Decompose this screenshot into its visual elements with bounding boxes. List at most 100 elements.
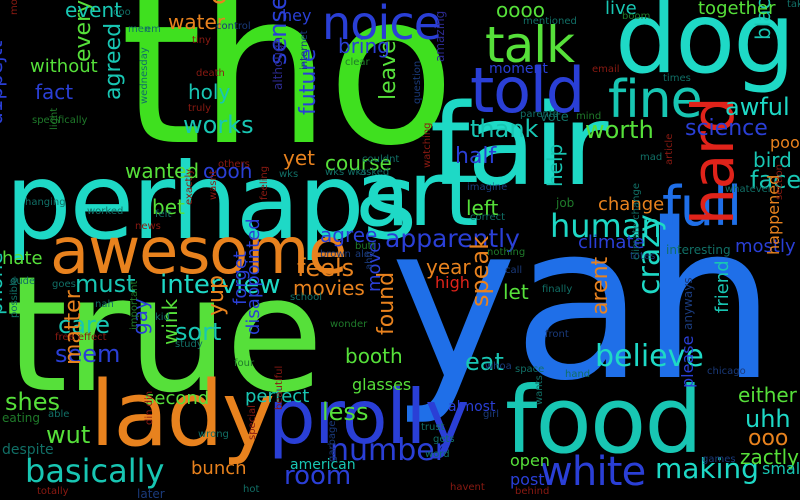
cloud-word-perhaps: perhaps <box>5 141 417 263</box>
cloud-word-garbage: garbage <box>327 420 338 462</box>
cloud-word-section: section <box>774 163 785 200</box>
cloud-word-eating: eating <box>2 411 40 425</box>
cloud-word-em: em <box>145 24 161 35</box>
cloud-word-either: either <box>738 383 797 407</box>
cloud-word-almost: almost <box>448 399 496 415</box>
cloud-word-moment: moment <box>489 61 548 77</box>
cloud-word-mad: mad <box>640 152 663 163</box>
cloud-word-word: word <box>425 449 450 460</box>
cloud-word-oooo: oooo <box>496 0 545 22</box>
cloud-word-totes: totes <box>630 251 656 262</box>
cloud-word-wrong: wrong <box>198 429 229 440</box>
cloud-word-truly: truly <box>188 103 212 114</box>
cloud-word-space: space <box>515 364 545 375</box>
cloud-word-whoa: whoa <box>485 361 512 372</box>
cloud-word-important: important <box>129 280 140 330</box>
cloud-word-hey: hey <box>282 6 312 25</box>
cloud-word-noice: noice <box>322 0 442 50</box>
cloud-word-anyways: anyways <box>681 277 695 330</box>
cloud-word-let: let <box>503 280 529 304</box>
cloud-word-fact: fact <box>35 80 74 104</box>
cloud-word-uhh: uhh <box>745 405 791 433</box>
cloud-word-goes: goes <box>52 279 76 290</box>
cloud-word-asked: asked <box>360 167 390 178</box>
cloud-word-boom: boom <box>622 11 651 22</box>
cloud-word-together: together <box>698 0 776 19</box>
cloud-word-dude: dude <box>10 276 36 287</box>
cloud-word-must: must <box>75 270 136 298</box>
cloud-word-agree: agree <box>320 223 378 247</box>
cloud-word-question: question <box>412 60 423 104</box>
cloud-word-left: left <box>466 196 499 220</box>
cloud-word-dog: dog <box>615 0 795 96</box>
cloud-word-u1ppejtt: u1ppejtt <box>0 40 7 125</box>
cloud-word-butt: butt <box>355 241 376 252</box>
cloud-word-basically: basically <box>25 452 165 490</box>
cloud-word-hate: hate <box>2 248 43 269</box>
cloud-word-tho: tho <box>120 0 456 192</box>
cloud-word-interesting: interesting <box>666 243 731 257</box>
cloud-word-beautiful: beautiful <box>274 365 285 410</box>
cloud-word-year: year <box>426 255 471 279</box>
cloud-word-small: small <box>762 459 800 478</box>
cloud-word-finally: finally <box>542 284 573 295</box>
cloud-word-art: art <box>355 142 479 247</box>
cloud-word-job: job <box>556 196 575 210</box>
cloud-word-hot: hot <box>243 484 260 495</box>
cloud-word-wonder: wonder <box>330 319 368 330</box>
cloud-word-second: second <box>145 388 210 409</box>
cloud-word-watching: watching <box>422 122 433 168</box>
cloud-word-care: care <box>58 311 111 339</box>
cloud-word-post: post <box>510 470 545 489</box>
cloud-word-bet: bet <box>152 195 185 219</box>
cloud-word-games: games <box>702 454 736 465</box>
cloud-word-internet: internet <box>299 30 310 70</box>
cloud-word-ahh: ahh <box>364 251 375 270</box>
cloud-word-possible: possible <box>9 277 20 318</box>
cloud-word-behind: behind <box>515 486 550 497</box>
cloud-word-front: front <box>545 329 569 340</box>
cloud-word-seem: seem <box>55 340 121 368</box>
cloud-word-money: money <box>9 0 20 15</box>
cloud-word-chicago: chicago <box>707 366 746 377</box>
cloud-word-taking: taking <box>787 0 800 10</box>
cloud-word-making: making <box>655 452 759 485</box>
cloud-word-lady: lady <box>90 362 275 467</box>
cloud-word-open: open <box>510 451 550 470</box>
cloud-word-vote: vote <box>540 110 569 125</box>
cloud-word-kid: kid <box>155 312 170 323</box>
cloud-word-despite: despite <box>2 442 54 458</box>
cloud-word-course: course <box>325 151 392 175</box>
cloud-word-awesome: awesome <box>50 215 347 289</box>
cloud-word-whatever: whatever <box>725 184 772 195</box>
cloud-word-fine: fine <box>608 70 703 130</box>
cloud-word-imagine: imagine <box>467 182 508 193</box>
cloud-word-wks-wks: wks wks <box>325 167 367 178</box>
cloud-word-worked: worked <box>87 206 124 217</box>
cloud-word-couldnt: couldnt <box>362 154 400 165</box>
cloud-word-booth: booth <box>345 344 403 368</box>
cloud-word-number: number <box>330 433 448 468</box>
cloud-word-exactly: exactly <box>184 168 195 205</box>
cloud-word-half: half <box>455 144 497 169</box>
cloud-word-wants: wants <box>534 375 545 405</box>
cloud-word-change: change <box>598 194 665 215</box>
cloud-word-human: human <box>550 207 662 245</box>
cloud-word-men: men <box>128 24 151 35</box>
cloud-word-wasnt: wasnt <box>208 170 219 200</box>
cloud-word-study: study <box>175 339 203 350</box>
cloud-word-hanging: hanging <box>25 197 66 208</box>
cloud-word-climate-change: climate change <box>631 183 642 260</box>
cloud-word-please: please <box>678 335 697 388</box>
cloud-word-parents: parents <box>520 109 558 120</box>
cloud-word-talk: talk <box>485 16 575 74</box>
cloud-word-event: event <box>65 0 122 22</box>
cloud-word-free-effect: free effect <box>55 332 107 343</box>
cloud-word-without: without <box>30 56 98 77</box>
cloud-word-face: face <box>750 166 800 194</box>
cloud-word-yah: yah <box>390 177 777 428</box>
cloud-word-perfect: perfect <box>245 386 310 407</box>
cloud-word-white: white <box>540 449 646 495</box>
cloud-word-wanted: wanted <box>125 159 200 183</box>
cloud-word-tiny: tiny <box>192 35 211 46</box>
